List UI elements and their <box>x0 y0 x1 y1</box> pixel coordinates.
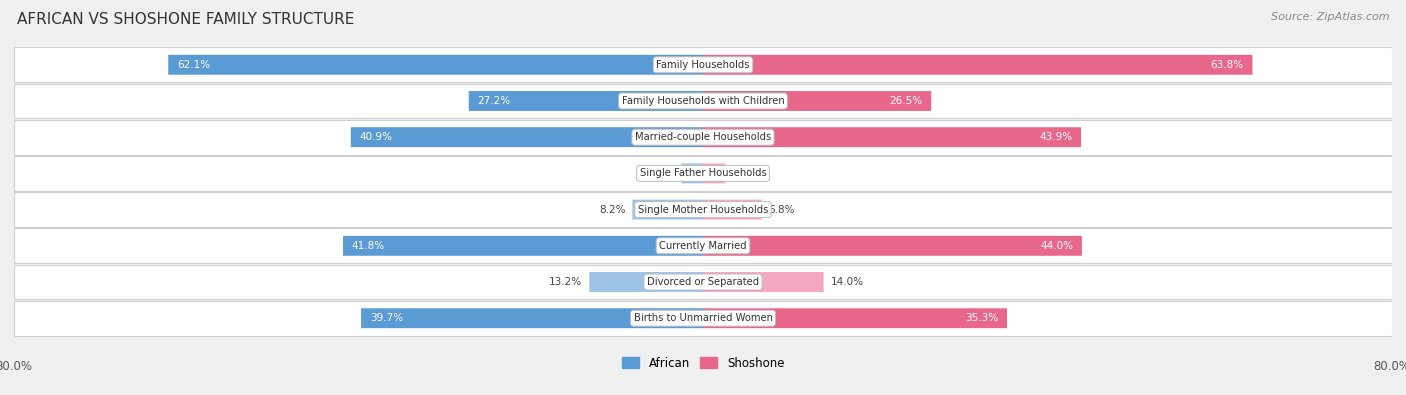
FancyBboxPatch shape <box>343 236 703 256</box>
Text: 13.2%: 13.2% <box>550 277 582 287</box>
Text: 41.8%: 41.8% <box>352 241 385 251</box>
FancyBboxPatch shape <box>703 236 1083 256</box>
FancyBboxPatch shape <box>589 272 703 292</box>
FancyBboxPatch shape <box>703 91 931 111</box>
FancyBboxPatch shape <box>703 127 1081 147</box>
Text: 35.3%: 35.3% <box>966 313 998 323</box>
FancyBboxPatch shape <box>703 272 824 292</box>
FancyBboxPatch shape <box>468 91 703 111</box>
Text: Source: ZipAtlas.com: Source: ZipAtlas.com <box>1271 12 1389 22</box>
Text: Single Father Households: Single Father Households <box>640 168 766 179</box>
FancyBboxPatch shape <box>14 301 1392 336</box>
FancyBboxPatch shape <box>682 164 703 183</box>
FancyBboxPatch shape <box>361 308 703 328</box>
FancyBboxPatch shape <box>703 55 1253 75</box>
FancyBboxPatch shape <box>350 127 703 147</box>
Text: 40.9%: 40.9% <box>360 132 392 142</box>
Text: 14.0%: 14.0% <box>831 277 863 287</box>
Text: Family Households with Children: Family Households with Children <box>621 96 785 106</box>
Text: 62.1%: 62.1% <box>177 60 209 70</box>
Text: Currently Married: Currently Married <box>659 241 747 251</box>
Text: Married-couple Households: Married-couple Households <box>636 132 770 142</box>
FancyBboxPatch shape <box>703 308 1007 328</box>
FancyBboxPatch shape <box>14 265 1392 299</box>
Text: 6.8%: 6.8% <box>769 205 794 214</box>
FancyBboxPatch shape <box>14 228 1392 263</box>
FancyBboxPatch shape <box>14 120 1392 154</box>
Text: 2.5%: 2.5% <box>648 168 675 179</box>
Legend: African, Shoshone: African, Shoshone <box>617 352 789 374</box>
Text: Births to Unmarried Women: Births to Unmarried Women <box>634 313 772 323</box>
Text: 8.2%: 8.2% <box>599 205 626 214</box>
Text: 44.0%: 44.0% <box>1040 241 1073 251</box>
FancyBboxPatch shape <box>703 164 725 183</box>
Text: Divorced or Separated: Divorced or Separated <box>647 277 759 287</box>
Text: 27.2%: 27.2% <box>478 96 510 106</box>
FancyBboxPatch shape <box>169 55 703 75</box>
Text: 26.5%: 26.5% <box>890 96 922 106</box>
FancyBboxPatch shape <box>14 84 1392 118</box>
Text: 63.8%: 63.8% <box>1211 60 1244 70</box>
Text: Family Households: Family Households <box>657 60 749 70</box>
FancyBboxPatch shape <box>14 47 1392 82</box>
FancyBboxPatch shape <box>14 192 1392 227</box>
FancyBboxPatch shape <box>14 156 1392 191</box>
Text: 43.9%: 43.9% <box>1039 132 1073 142</box>
Text: AFRICAN VS SHOSHONE FAMILY STRUCTURE: AFRICAN VS SHOSHONE FAMILY STRUCTURE <box>17 12 354 27</box>
Text: 39.7%: 39.7% <box>370 313 404 323</box>
Text: 2.6%: 2.6% <box>733 168 759 179</box>
FancyBboxPatch shape <box>703 199 762 220</box>
FancyBboxPatch shape <box>633 199 703 220</box>
Text: Single Mother Households: Single Mother Households <box>638 205 768 214</box>
